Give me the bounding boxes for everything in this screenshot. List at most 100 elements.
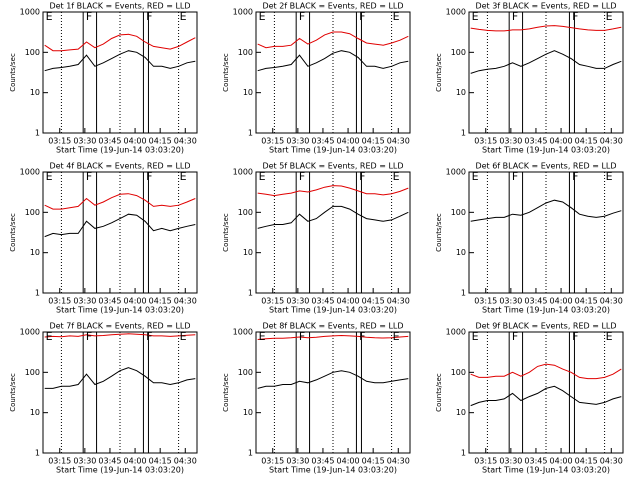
x-tick-label: 03:45 <box>524 457 547 466</box>
y-tick-label: 1 <box>461 449 466 458</box>
y-axis-label: Counts/sec <box>435 213 443 252</box>
y-axis-label: Counts/sec <box>222 213 230 252</box>
y-axis-label: Counts/sec <box>222 53 230 92</box>
annotation: F <box>86 10 92 23</box>
x-axis-label: Start Time (19-Jun-14 03:03:20) <box>56 146 184 155</box>
series-line <box>44 50 196 72</box>
y-tick-label: 10 <box>30 248 40 257</box>
x-tick-label: 04:30 <box>387 457 410 466</box>
series-line <box>257 50 409 72</box>
chart-title: Det 2f BLACK = Events, RED = LLD <box>262 2 403 11</box>
y-tick-label: 10 <box>243 248 253 257</box>
chart-title: Det 8f BLACK = Events, RED = LLD <box>262 322 403 331</box>
x-tick-label: 03:15 <box>474 457 497 466</box>
plot-frame <box>468 331 624 454</box>
chart-title: Det 6f BLACK = Events, RED = LLD <box>475 162 616 171</box>
y-tick-label: 1000 <box>20 168 40 177</box>
x-axis-label: Start Time (19-Jun-14 03:03:20) <box>56 306 184 315</box>
annotation: E <box>393 330 400 343</box>
x-tick-label: 03:30 <box>286 457 309 466</box>
annotation: F <box>572 170 578 183</box>
plot-frame <box>255 11 411 134</box>
x-tick-label: 03:15 <box>474 137 497 146</box>
series-line <box>470 50 622 74</box>
y-tick-label: 1 <box>461 289 466 298</box>
x-axis-label: Start Time (19-Jun-14 03:03:20) <box>269 306 397 315</box>
y-tick-label: 10 <box>243 408 253 417</box>
annotation: E <box>472 330 479 343</box>
series-line <box>44 367 196 389</box>
x-tick-label: 03:30 <box>499 457 522 466</box>
y-tick-label: 100 <box>238 208 253 217</box>
series-line <box>257 205 409 229</box>
x-tick-label: 03:45 <box>311 137 334 146</box>
y-axis-label: Counts/sec <box>435 373 443 412</box>
series-line <box>44 213 196 238</box>
x-tick-label: 03:30 <box>499 137 522 146</box>
plot-frame <box>42 171 198 294</box>
y-tick-label: 10 <box>456 408 466 417</box>
series-line <box>257 334 409 340</box>
annotation: F <box>512 170 518 183</box>
y-tick-label: 1 <box>35 449 40 458</box>
series-line <box>470 199 622 222</box>
annotation: E <box>393 10 400 23</box>
x-tick-label: 04:30 <box>174 297 197 306</box>
x-tick-label: 03:45 <box>524 137 547 146</box>
annotation: F <box>572 330 578 343</box>
x-tick-label: 04:00 <box>337 297 360 306</box>
y-tick-label: 1000 <box>446 328 466 337</box>
x-tick-label: 04:30 <box>387 137 410 146</box>
y-tick-label: 100 <box>451 48 466 57</box>
y-tick-label: 10 <box>30 408 40 417</box>
series-line <box>257 31 409 49</box>
series-line <box>44 193 196 210</box>
plot-frame <box>468 11 624 134</box>
y-tick-label: 1 <box>35 289 40 298</box>
x-tick-label: 03:15 <box>48 457 71 466</box>
annotation: E <box>259 330 266 343</box>
plot-frame <box>42 11 198 134</box>
series-line <box>44 333 196 338</box>
x-tick-label: 03:15 <box>261 137 284 146</box>
chart-title: Det 9f BLACK = Events, RED = LLD <box>475 322 616 331</box>
annotation: F <box>86 330 92 343</box>
series-line <box>470 363 622 380</box>
x-tick-label: 04:15 <box>575 137 598 146</box>
y-axis-label: Counts/sec <box>222 373 230 412</box>
annotation: E <box>606 170 613 183</box>
x-tick-label: 04:00 <box>124 137 147 146</box>
plot-frame <box>42 331 198 454</box>
y-tick-label: 1000 <box>233 328 253 337</box>
x-axis-label: Start Time (19-Jun-14 03:03:20) <box>269 466 397 475</box>
x-tick-label: 04:00 <box>550 297 573 306</box>
y-axis-label: Counts/sec <box>9 213 17 252</box>
plot-frame <box>255 331 411 454</box>
series-line <box>470 385 622 407</box>
x-tick-label: 04:30 <box>600 457 623 466</box>
x-tick-label: 04:30 <box>600 297 623 306</box>
x-axis-label: Start Time (19-Jun-14 03:03:20) <box>482 466 610 475</box>
x-tick-label: 03:15 <box>474 297 497 306</box>
annotation: E <box>606 330 613 343</box>
chart-title: Det 7f BLACK = Events, RED = LLD <box>49 322 190 331</box>
y-tick-label: 1000 <box>233 168 253 177</box>
y-tick-label: 1000 <box>233 8 253 17</box>
y-tick-label: 1 <box>35 129 40 138</box>
x-tick-label: 04:15 <box>149 297 172 306</box>
y-tick-label: 1000 <box>446 168 466 177</box>
x-tick-label: 04:15 <box>149 137 172 146</box>
x-tick-label: 03:30 <box>286 137 309 146</box>
annotation: F <box>359 330 365 343</box>
x-tick-label: 03:30 <box>286 297 309 306</box>
x-tick-label: 03:30 <box>73 297 96 306</box>
x-tick-label: 04:30 <box>174 137 197 146</box>
y-axis-label: Counts/sec <box>9 53 17 92</box>
x-tick-label: 04:15 <box>362 297 385 306</box>
annotation: E <box>180 330 187 343</box>
y-tick-label: 100 <box>25 48 40 57</box>
annotation: E <box>259 170 266 183</box>
x-tick-label: 03:15 <box>261 297 284 306</box>
plot-frame <box>468 171 624 294</box>
series-line <box>257 185 409 197</box>
